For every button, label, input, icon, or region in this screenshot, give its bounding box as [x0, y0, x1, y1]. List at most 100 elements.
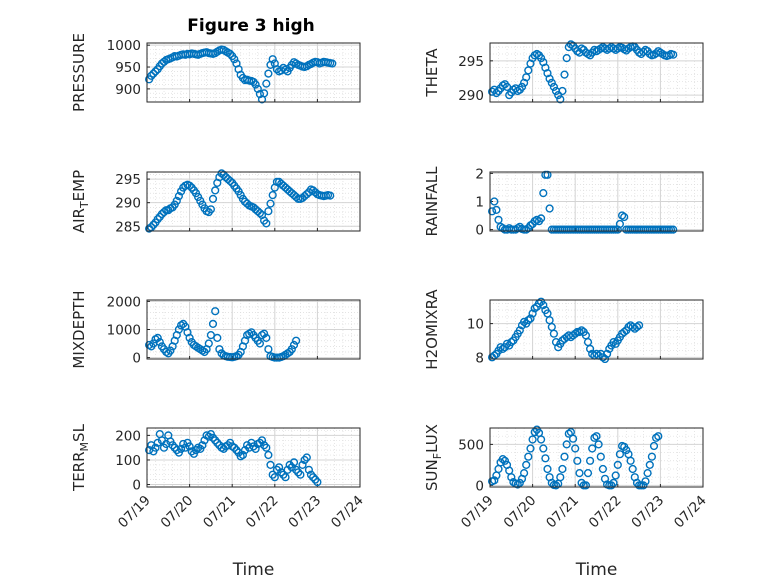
data-point [628, 464, 637, 474]
data-point [620, 212, 629, 222]
data-point [208, 433, 218, 442]
data-point [571, 329, 580, 338]
data-point [272, 465, 282, 474]
data-point [149, 69, 158, 78]
data-point [185, 181, 194, 190]
data-point [643, 469, 652, 478]
data-point [611, 471, 620, 480]
data-point [641, 477, 650, 486]
y-tick-label: 0 [475, 478, 484, 494]
data-point [515, 478, 524, 488]
data-point [526, 444, 535, 453]
data-point [266, 199, 275, 208]
data-point [637, 49, 646, 59]
x-tick-label: 07/19 [458, 493, 497, 532]
data-point [617, 211, 627, 220]
data-point [266, 460, 275, 470]
data-point [530, 304, 539, 313]
data-point [530, 428, 539, 437]
data-point [149, 220, 158, 230]
x-tick-label: 07/24 [328, 493, 367, 532]
plot-area [147, 428, 360, 487]
y-tick-label: 8 [475, 350, 484, 366]
data-point [536, 214, 546, 223]
y-tick-label: 1000 [107, 38, 141, 54]
data-point [159, 57, 169, 66]
data-point [536, 435, 546, 444]
data-point [309, 473, 318, 482]
data-point [522, 460, 531, 470]
y-tick-label: 500 [458, 437, 484, 453]
data-point [213, 438, 222, 447]
data-point [654, 432, 663, 441]
data-point [622, 446, 631, 455]
data-point [281, 473, 290, 482]
subplot-mixdepth: 0 1000 2000 MIXDEPTH [70, 290, 361, 369]
data-point [490, 476, 499, 485]
data-point [568, 434, 578, 443]
y-tick-label: 295 [115, 172, 141, 188]
data-point [519, 469, 529, 478]
data-point [609, 478, 618, 488]
x-tick-label: 07/20 [501, 493, 540, 532]
y-axis-label: PRESSURE [70, 33, 88, 112]
x-axis-label: Time [232, 560, 275, 580]
axes-box [146, 42, 361, 103]
data-point [488, 207, 497, 216]
y-tick-label: 10 [467, 317, 484, 333]
data-point [153, 333, 162, 343]
data-point [260, 441, 269, 450]
y-tick-label: 290 [115, 196, 141, 212]
data-point [230, 55, 239, 64]
data-point [543, 464, 552, 474]
data-point [545, 74, 554, 83]
data-point [151, 67, 160, 76]
data-point [507, 473, 516, 482]
data-point [206, 331, 216, 340]
data-point [498, 455, 507, 464]
y-axis-label: H2OMIXRA [423, 289, 441, 370]
data-point [549, 329, 559, 338]
data-point [551, 481, 561, 490]
y-axis-label: MIXDEPTH [70, 290, 88, 368]
data-point [289, 340, 299, 350]
data-point [556, 473, 565, 482]
data-point [594, 440, 603, 449]
data-point [296, 470, 305, 479]
y-tick-label: 0 [132, 478, 141, 494]
data-point [226, 49, 235, 59]
data-point [615, 219, 625, 229]
data-point [575, 469, 584, 478]
data-point [166, 346, 175, 355]
data-point [592, 432, 601, 441]
data-point [513, 480, 522, 489]
data-point [517, 82, 527, 92]
data-point [634, 321, 644, 330]
data-point [172, 196, 181, 205]
data-point [592, 349, 601, 359]
data-point [573, 456, 582, 465]
data-point [292, 336, 301, 345]
data-point [262, 333, 271, 343]
y-tick-label: 200 [115, 428, 141, 444]
data-point [181, 443, 190, 452]
subplot-rainfall: 0 1 2 RAINFALL [423, 166, 704, 239]
data-point [562, 53, 571, 63]
data-point [283, 465, 292, 474]
data-point [632, 322, 642, 332]
data-point [598, 464, 608, 474]
data-point [588, 444, 597, 453]
data-point [515, 326, 524, 335]
data-point [198, 441, 207, 450]
data-point [204, 339, 213, 348]
data-point [543, 170, 552, 179]
data-point [238, 450, 248, 460]
y-tick-label: 1000 [107, 323, 141, 339]
data-point [560, 452, 569, 461]
data-series [488, 40, 678, 104]
axes-box [146, 171, 361, 232]
plot-area [490, 428, 703, 487]
data-point [549, 82, 559, 92]
data-point [626, 456, 635, 465]
